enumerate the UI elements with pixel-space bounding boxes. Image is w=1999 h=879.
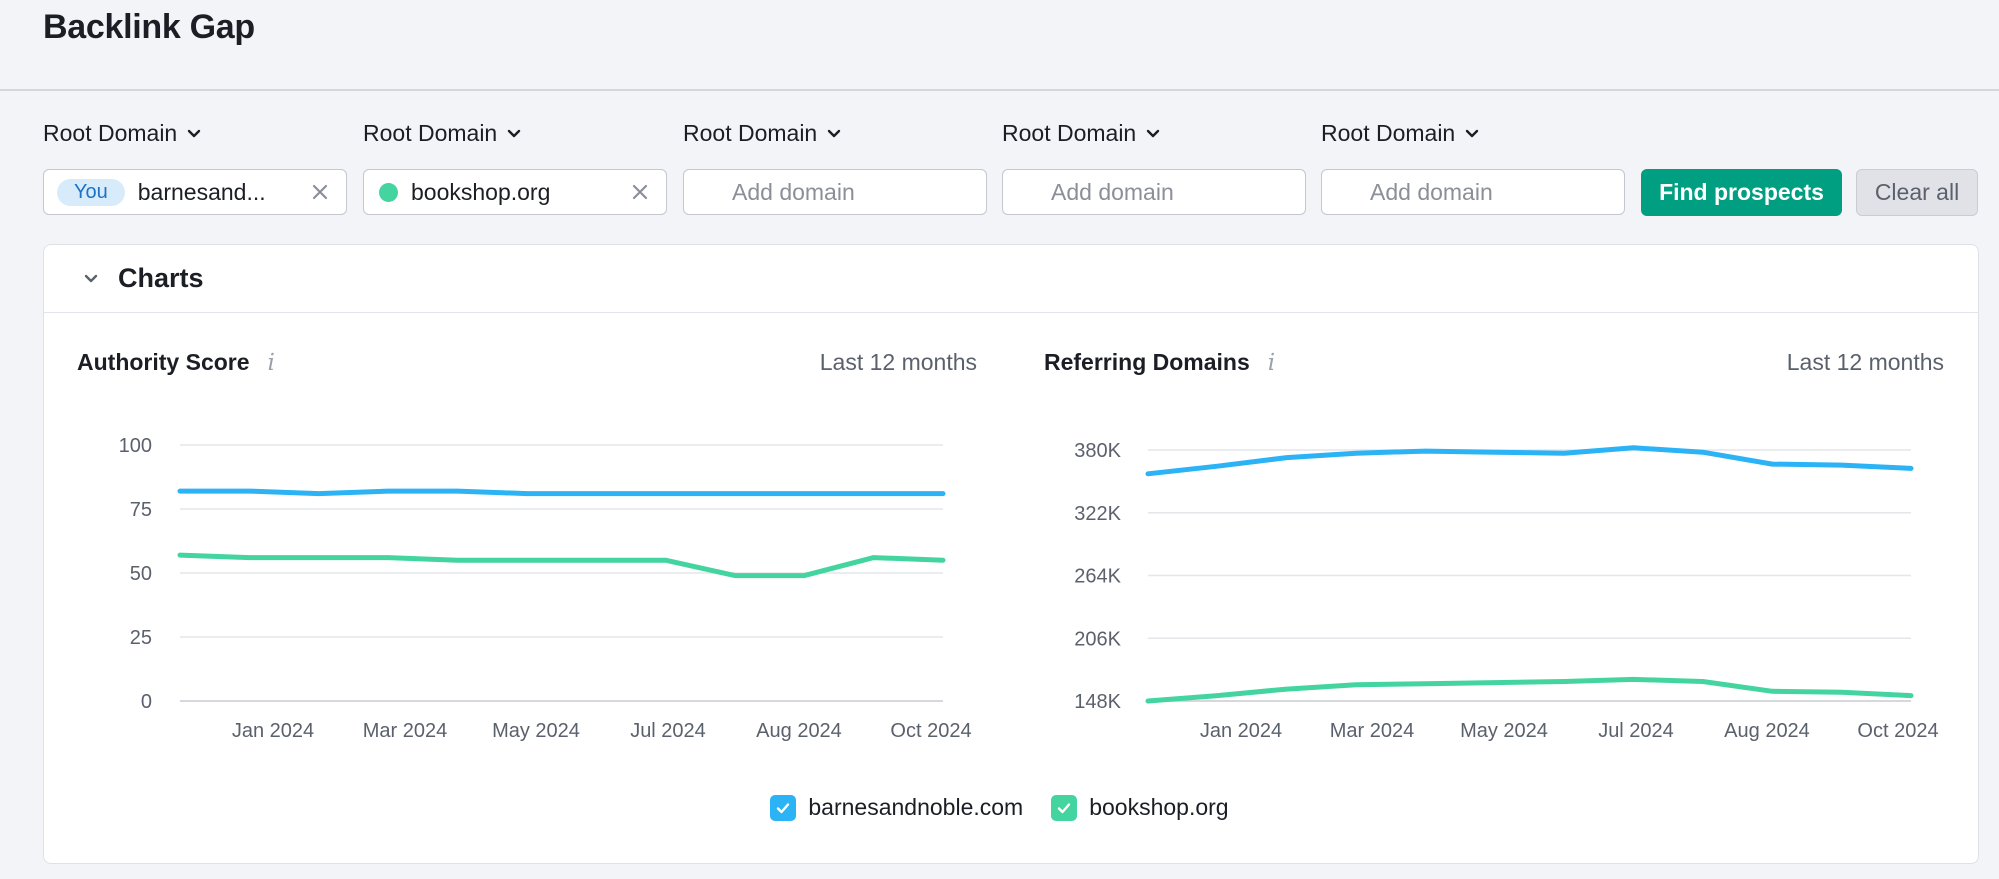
x-tick-label: Oct 2024 [890,720,971,742]
y-tick-label: 206K [1074,628,1121,650]
x-tick-label: Mar 2024 [363,720,448,742]
x-tick-label: Jul 2024 [630,720,706,742]
series-line-bookshop-org [1145,676,1914,704]
charts-section-title: Charts [118,263,204,293]
info-icon[interactable]: i [1267,349,1276,376]
charts-section-toggle[interactable]: Charts [44,245,1978,313]
root-domain-label: Root Domain [363,120,498,146]
info-icon[interactable]: i [267,349,275,376]
add-domain-input-1[interactable]: Add domain [683,169,987,215]
checkbox-icon[interactable] [1051,794,1078,821]
x-tick-label: Oct 2024 [1857,720,1938,742]
legend-label: barnesandnoble.com [808,794,1024,820]
x-tick-label: Aug 2024 [1724,720,1810,742]
root-domain-label: Root Domain [683,120,818,146]
chevron-down-icon [508,129,521,137]
chart-legend: barnesandnoble.com bookshop.org [0,794,1999,821]
clear-all-button[interactable]: Clear all [1856,169,1978,216]
root-domain-selector-4[interactable]: Root Domain [1002,120,1162,147]
domain-value: bookshop.org [411,178,551,205]
root-domain-label: Root Domain [1002,120,1137,146]
domain-field-you[interactable]: You barnesand... [43,169,347,215]
chevron-down-icon [1147,129,1160,137]
y-tick-label: 264K [1074,566,1121,588]
add-domain-input-3[interactable]: Add domain [1321,169,1625,215]
close-icon[interactable] [310,182,330,202]
authority-score-header: Authority Score i [77,349,275,376]
add-domain-placeholder: Add domain [1051,178,1174,205]
legend-label: bookshop.org [1089,794,1229,820]
add-domain-placeholder: Add domain [1370,178,1493,205]
chevron-down-icon [84,274,98,282]
x-tick-label: Aug 2024 [756,720,842,742]
checkbox-icon[interactable] [770,794,797,821]
y-tick-label: 100 [119,435,152,457]
domain-value: barnesand... [137,178,266,205]
x-tick-label: May 2024 [492,720,580,742]
y-tick-label: 75 [130,499,152,521]
add-domain-input-2[interactable]: Add domain [1002,169,1306,215]
x-tick-label: Jul 2024 [1598,720,1674,742]
root-domain-selector-3[interactable]: Root Domain [683,120,843,147]
root-domain-selector-2[interactable]: Root Domain [363,120,523,147]
y-tick-label: 148K [1074,691,1121,713]
chevron-down-icon [1466,129,1479,137]
root-domain-selector-1[interactable]: Root Domain [43,120,203,147]
y-tick-label: 0 [141,691,152,713]
chevron-down-icon [188,129,201,137]
referring-domains-title: Referring Domains [1044,349,1250,375]
page-title: Backlink Gap [43,8,255,46]
series-line-bookshop-org [177,552,946,579]
x-tick-label: Mar 2024 [1330,720,1415,742]
y-tick-label: 50 [130,563,152,585]
chevron-down-icon [828,129,841,137]
you-badge: You [57,178,125,206]
authority-score-title: Authority Score [77,349,250,375]
domain-field-competitor-1[interactable]: bookshop.org [363,169,667,215]
x-tick-label: Jan 2024 [1200,720,1282,742]
root-domain-selector-5[interactable]: Root Domain [1321,120,1481,147]
add-domain-placeholder: Add domain [732,178,855,205]
legend-item-bookshop[interactable]: bookshop.org [1051,794,1229,821]
referring-domains-header: Referring Domains i [1044,349,1275,376]
root-domain-label: Root Domain [1321,120,1456,146]
y-tick-label: 322K [1074,503,1121,525]
y-tick-label: 25 [130,627,152,649]
authority-score-period: Last 12 months [819,349,977,375]
header-divider [0,89,1999,91]
competitor-color-dot [379,182,398,202]
charts-card: Charts [43,244,1979,864]
series-line-barnesandnoble-com [177,488,946,497]
legend-item-barnesandnoble[interactable]: barnesandnoble.com [770,794,1023,821]
y-tick-label: 380K [1074,440,1121,462]
x-tick-label: May 2024 [1460,720,1548,742]
find-prospects-button[interactable]: Find prospects [1641,169,1842,216]
referring-domains-period: Last 12 months [1786,349,1944,375]
root-domain-label: Root Domain [43,120,178,146]
x-tick-label: Jan 2024 [232,720,314,742]
close-icon[interactable] [630,182,650,202]
series-line-barnesandnoble-com [1145,445,1914,477]
